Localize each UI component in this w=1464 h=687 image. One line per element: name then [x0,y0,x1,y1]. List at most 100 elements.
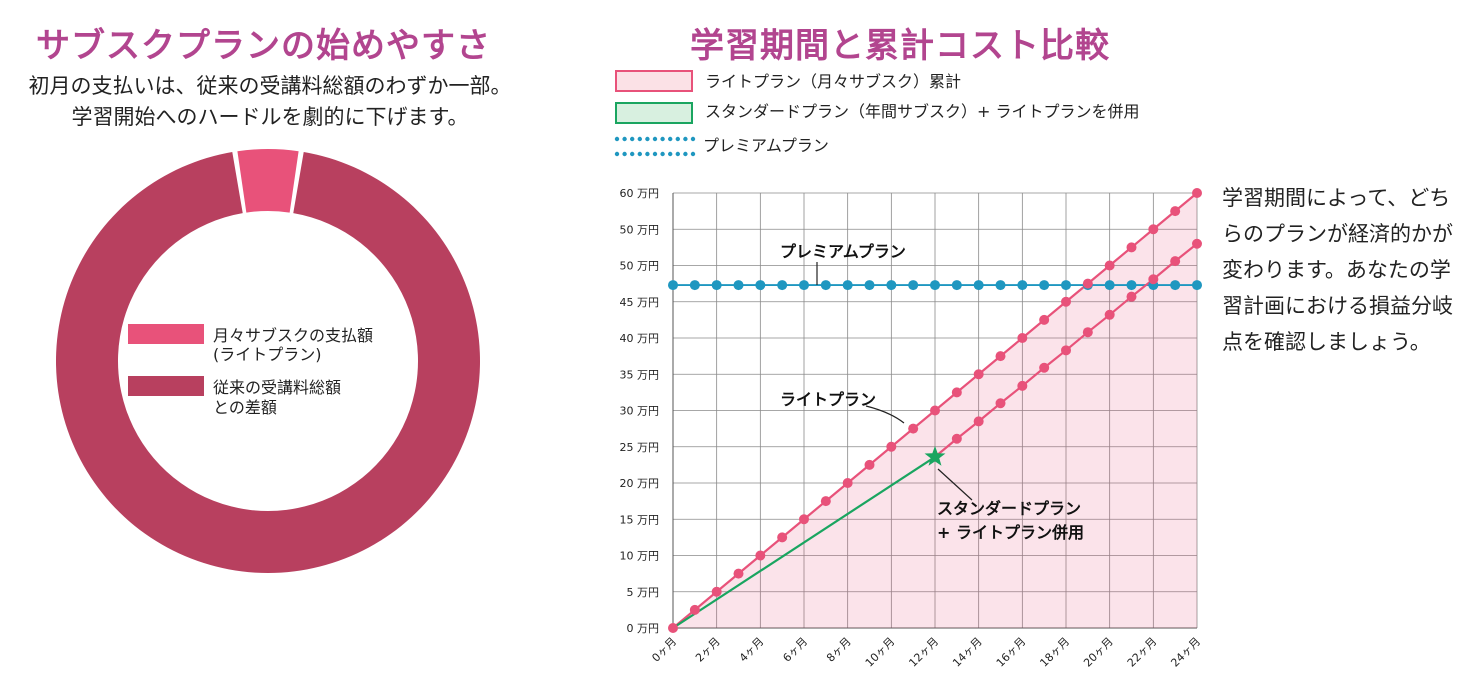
legend-label-difference-line2: との差額 [213,398,277,417]
x-tick-label: 14ヶ月 [950,635,985,670]
legend-dot [614,151,620,157]
y-tick-label: 20 万円 [620,477,660,490]
legend-swatch-light-plan [615,70,693,92]
premium-plan-point [689,280,700,291]
legend-label-light-plan: ライトプラン（月々サブスク）累計 [705,72,961,91]
standard-plus-light-point [1170,256,1181,267]
premium-plan-point [886,280,897,291]
light-plan-point [973,369,984,380]
donut-subtitle-line1: 初月の支払いは、従来の受講料総額のわずか一部。 [28,74,512,98]
y-tick-label: 10 万円 [620,550,660,563]
x-tick-label: 24ヶ月 [1168,635,1203,670]
legend-dot [652,151,658,157]
legend-label-subscription-line2: (ライトプラン) [213,345,322,364]
y-tick-label: 60 万円 [620,187,660,200]
legend-label-subscription-line1: 月々サブスクの支払額 [213,326,373,345]
premium-plan-point [842,280,853,291]
y-tick-label: 5 万円 [627,586,660,599]
donut-slice-0 [237,149,299,213]
premium-plan-point [1170,280,1181,291]
premium-plan-point [1061,280,1071,291]
legend-dot [637,136,642,142]
premium-plan-point [864,280,875,291]
donut-title: サブスクプランの始めやすさ [36,26,491,66]
x-tick-label: 12ヶ月 [906,635,941,670]
x-tick-label: 0ヶ月 [649,635,679,665]
legend-dot [668,136,673,142]
premium-plan-point [1192,280,1202,291]
legend-label-difference-line1: 従来の受講料総額 [213,378,341,397]
standard-plus-light-point [951,433,962,444]
light-plan-point [1082,278,1093,289]
standard-plus-light-point [1104,309,1115,320]
premium-plan-point [1104,280,1115,291]
legend-dot [652,136,658,142]
legend-label-premium-plan: プレミアムプラン [703,136,829,155]
standard-plus-light-point [1039,362,1050,373]
x-tick-label: 20ヶ月 [1081,635,1116,670]
legend-dot [622,151,627,157]
light-plan-point [1126,242,1137,253]
legend-label-standard-plan: スタンダードプラン（年間サブスク）+ ライトプランを併用 [705,102,1140,121]
standard-plus-light-point [1061,345,1071,356]
chart-title: 学習期間と累計コスト比較 [690,26,1110,66]
y-tick-label: 30 万円 [620,405,660,418]
annotation-light-plan: ライトプラン [780,390,876,409]
annotation-premium-plan: プレミアムプラン [780,242,906,261]
annotation-standard-plan-line2: + ライトプラン併用 [937,523,1084,542]
light-plan-point [689,604,700,615]
light-plan-point [995,351,1006,362]
legend-swatch-subscription [128,324,204,344]
premium-plan-point [799,280,809,291]
legend-dot [690,151,696,157]
light-plan-point [1039,314,1050,325]
legend-dot [622,136,627,142]
light-plan-point [908,423,919,434]
light-plan-point [886,441,897,452]
donut-chart: 月々サブスクの支払額 (ライトプラン) 従来の受講料総額 との差額 [56,149,481,573]
legend-dot [683,151,688,157]
legend-swatch-difference [128,376,204,396]
premium-plan-point [711,280,722,291]
annotation-leader-standard [937,468,973,501]
y-tick-label: 50 万円 [620,260,660,273]
legend-dot [637,151,642,157]
legend-dot [660,151,665,157]
legend-dot [690,136,696,142]
legend-dot [683,136,688,142]
legend-dot [660,136,665,142]
annotation-standard-plan-line1: スタンダードプラン [937,499,1081,518]
light-plan-point [1170,206,1181,217]
legend-dot [675,151,680,157]
legend-dot [614,136,620,142]
y-tick-label: 35 万円 [620,368,660,381]
legend-dot [645,151,650,157]
premium-plan-point [951,280,962,291]
annotation-leader-light [865,405,905,424]
premium-plan-point [995,280,1006,291]
x-tick-label: 10ヶ月 [863,635,898,670]
light-plan-point [755,550,766,561]
legend-swatch-premium-plan [614,136,696,157]
legend-swatch-standard-plan [615,102,693,124]
light-plan-point [1061,296,1071,307]
x-tick-label: 18ヶ月 [1037,635,1072,670]
premium-plan-point [755,280,766,291]
premium-plan-point [908,280,919,291]
donut-subtitle-line2: 学習開始へのハードルを劇的に下げます。 [71,105,469,129]
standard-plus-light-point [1192,238,1202,249]
y-tick-label: 0 万円 [627,622,660,635]
standard-plus-light-point [973,416,984,427]
premium-plan-point [668,280,678,291]
light-plan-point [864,459,875,470]
standard-plus-light-point [1017,380,1028,391]
side-description: 学習期間によって、どちらのプランが経済的かが変わります。あなたの学習計画における… [1222,186,1453,354]
light-plan-point [1017,333,1028,343]
x-tick-label: 2ヶ月 [693,635,723,665]
x-tick-label: 22ヶ月 [1125,635,1160,670]
light-plan-point [842,478,853,488]
y-tick-label: 40 万円 [620,332,660,345]
standard-plus-light-point [1148,274,1159,285]
